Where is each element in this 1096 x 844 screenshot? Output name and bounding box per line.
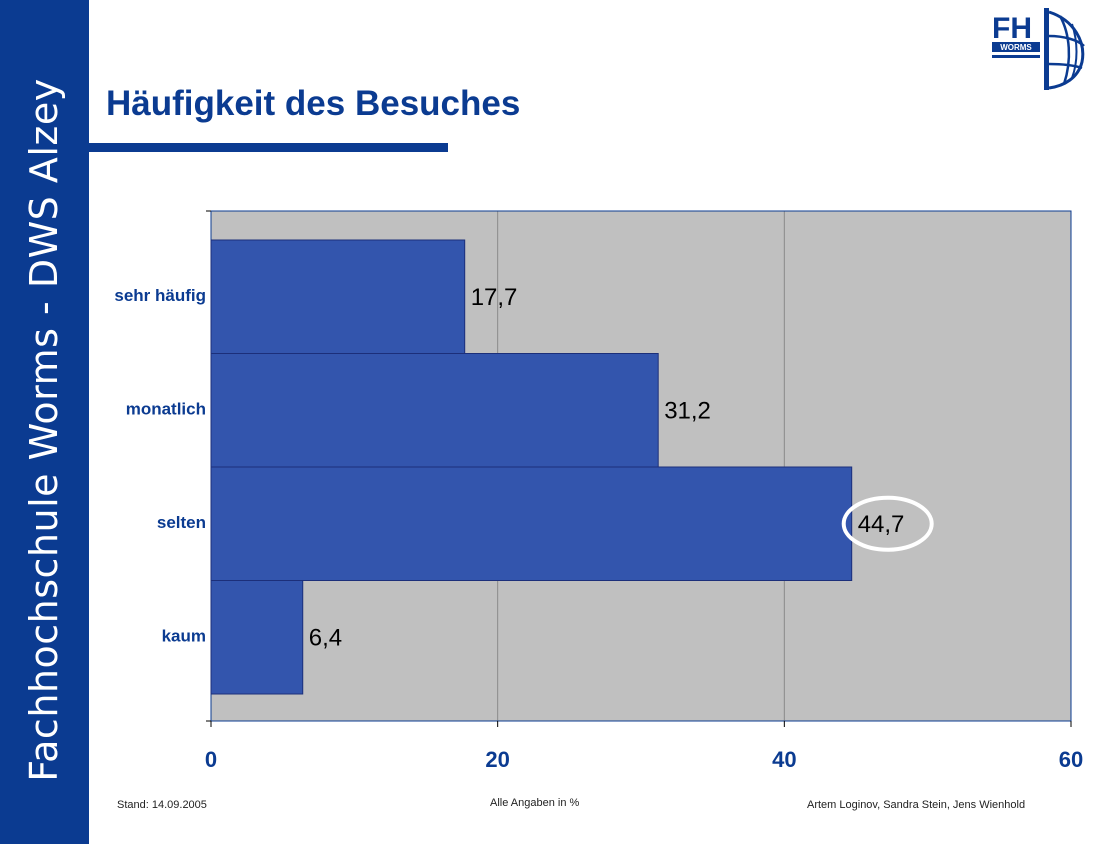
x-tick-label-2: 40 (772, 747, 796, 772)
category-label-0: sehr häufig (114, 286, 206, 305)
title-underline (89, 143, 448, 152)
page-title: Häufigkeit des Besuches (106, 84, 521, 123)
sidebar: Fachhochschule Worms - DWS Alzey (0, 0, 89, 844)
bar-chart: 17,7 sehr häufig 31,2 monatlich 44,7 selten 6,… (114, 210, 1083, 772)
logo-text-sub: WORMS (1000, 43, 1032, 52)
category-label-3: kaum (162, 627, 206, 646)
highlight-ring (841, 495, 934, 552)
category-label-1: monatlich (126, 400, 206, 419)
bar-1 (210, 353, 659, 468)
data-label-2: 44,7 (858, 511, 905, 538)
bar-3 (210, 580, 304, 695)
bar-0 (210, 239, 466, 354)
x-tick-label-1: 20 (485, 747, 509, 772)
data-label-1: 31,2 (664, 397, 711, 424)
bar-2 (210, 466, 853, 581)
category-label-2: selten (157, 513, 206, 532)
logo-text-main: FH (992, 12, 1032, 45)
data-label-0: 17,7 (471, 284, 518, 311)
footer-authors: Artem Loginov, Sandra Stein, Jens Wienho… (807, 799, 1026, 811)
data-label-3: 6,4 (309, 624, 342, 651)
fh-worms-logo-icon: FH WORMS (992, 8, 1085, 90)
x-tick-label-3: 60 (1059, 747, 1083, 772)
footer-note: Alle Angaben in % (490, 797, 580, 809)
x-tick-label-0: 0 (205, 747, 217, 772)
footer-date: Stand: 14.09.2005 (117, 799, 207, 811)
